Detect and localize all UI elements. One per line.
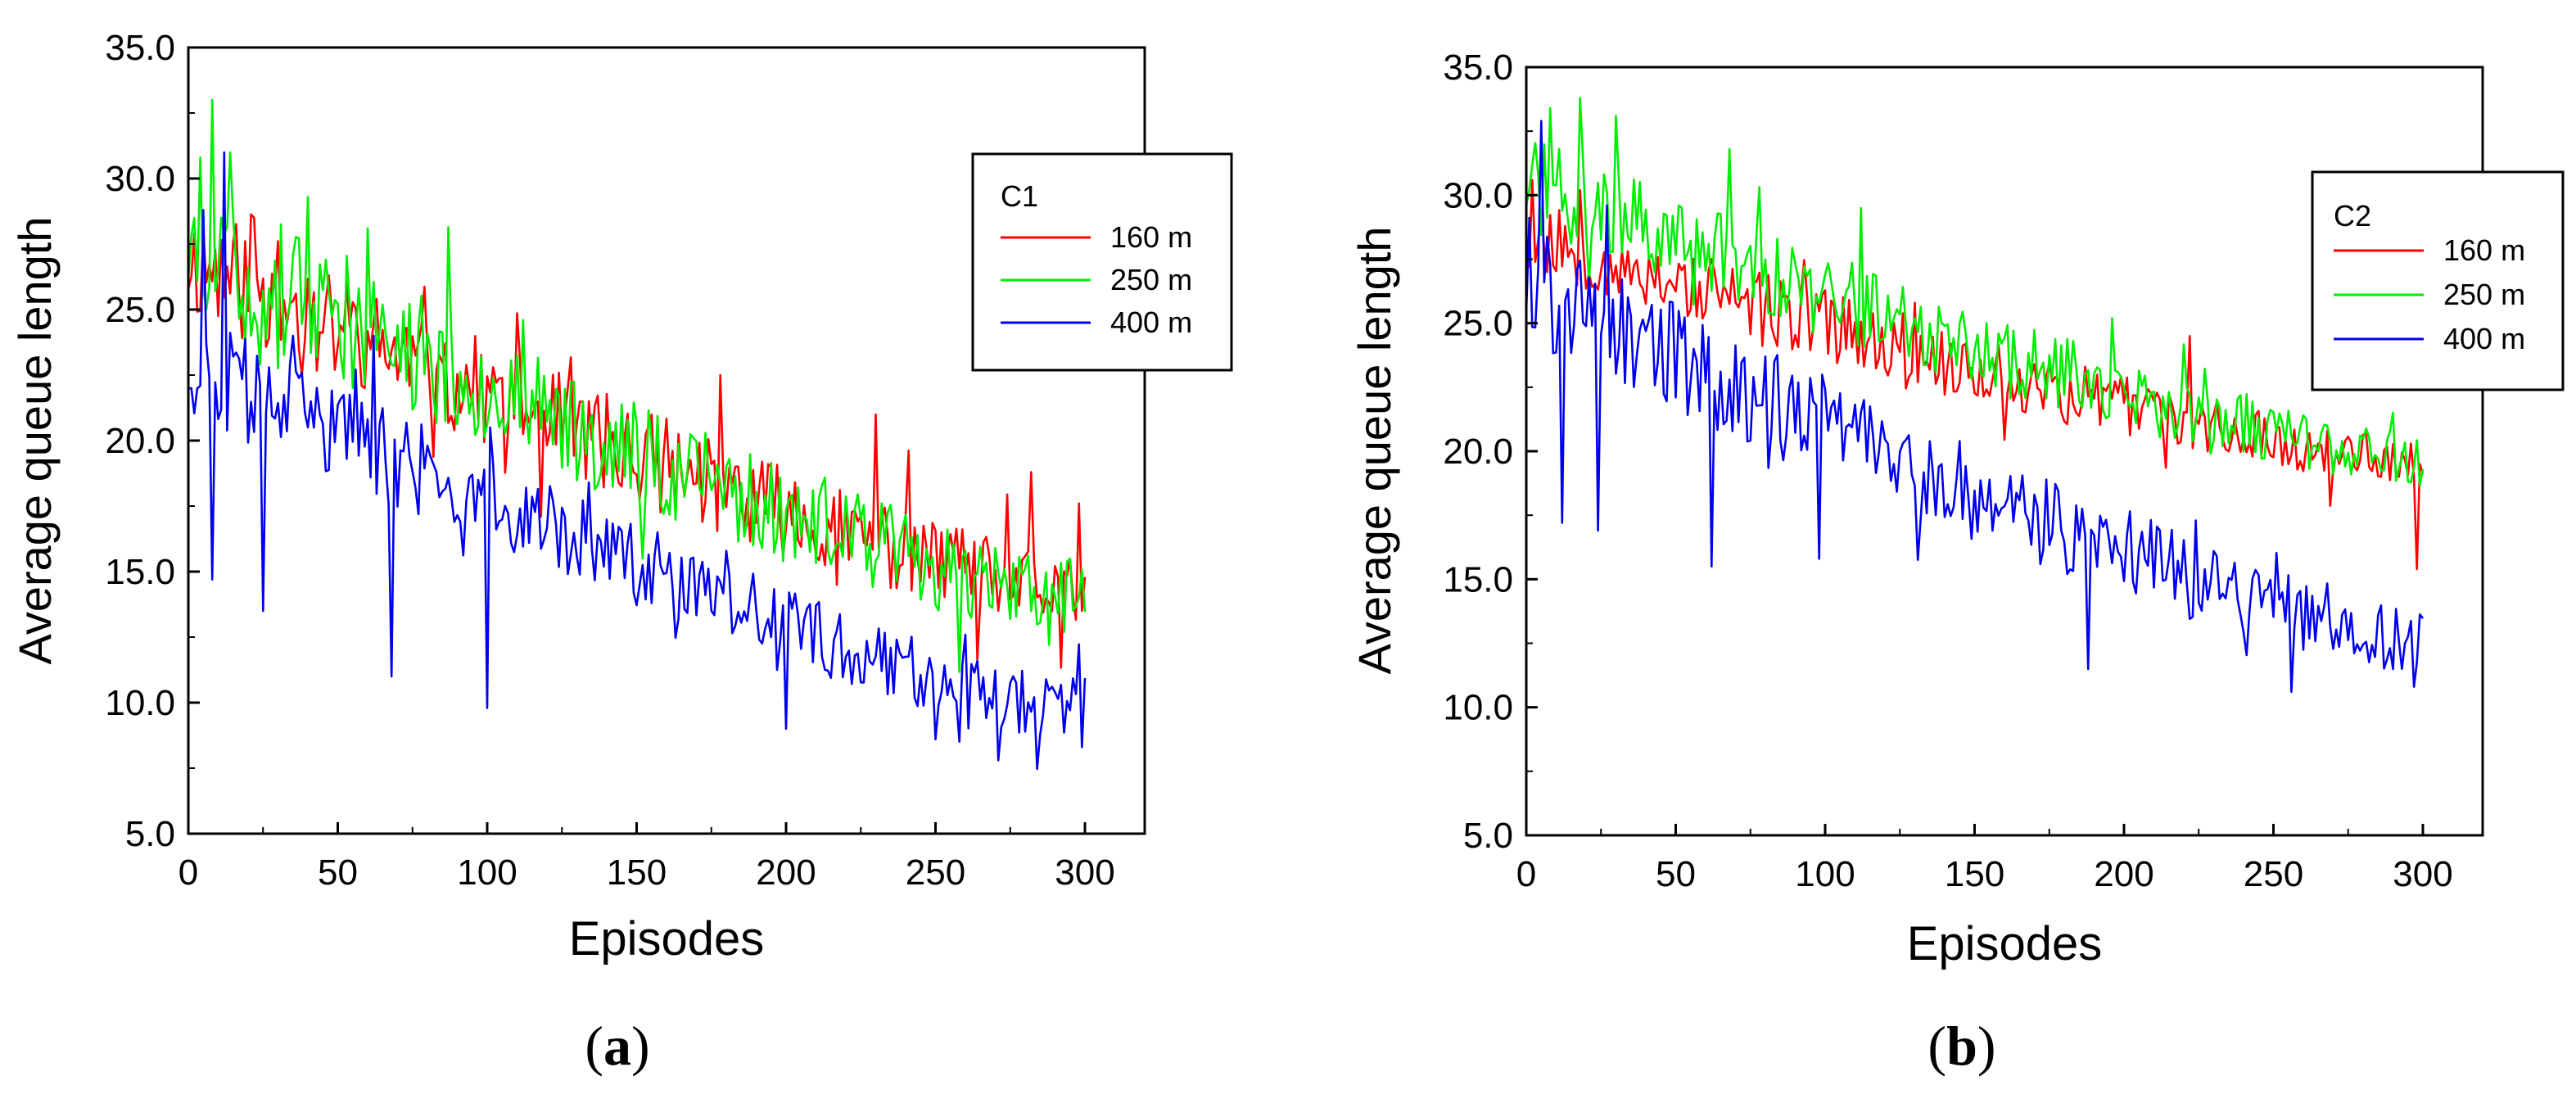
y-tick-label: 20.0 [105,421,175,461]
y-tick-label: 5.0 [125,814,175,854]
legend-title: C2 [2334,199,2371,233]
legend-box [971,152,1233,372]
y-tick-label: 35.0 [105,28,175,68]
x-tick-label: 250 [906,853,965,893]
y-tick-label: 15.0 [1443,559,1513,599]
caption-letter: b [1946,1015,1977,1077]
x-tick-label: 150 [1945,854,2004,894]
x-tick-label: 300 [2393,854,2452,894]
y-ticks: 5.0 10.0 15.0 20.0 25.0 30.0 35.0 [105,28,200,854]
x-tick-label: 50 [318,853,358,893]
y-axis-label: Average queue length [1349,227,1400,675]
caption: (a) [585,1015,649,1077]
x-tick-label: 250 [2244,854,2303,894]
x-ticks: 0 50 100 150 200 250 300 [1516,824,2453,894]
series-line-250m [1525,97,2425,486]
x-tick-label: 0 [1516,854,1536,894]
caption-open: ( [1927,1015,1946,1077]
legend-items: 160 m 250 m 400 m [1001,220,1192,339]
caption: (b) [1927,1015,1995,1077]
caption-open: ( [585,1015,603,1077]
y-tick-label: 10.0 [105,683,175,723]
series-line-250m [187,98,1087,673]
series-line-400m [1525,120,2425,694]
caption-close: ) [1977,1015,1996,1077]
y-tick-label: 10.0 [1443,688,1513,728]
y-tick-label: 5.0 [1463,816,1513,856]
series-line-160m [1525,179,2425,571]
y-tick-label: 30.0 [1443,175,1513,215]
legend-label: 250 m [2443,278,2525,311]
legend: C2 160 m 250 m 400 m [2311,170,2565,391]
legend-label: 160 m [2443,233,2525,267]
x-tick-label: 300 [1055,853,1114,893]
x-ticks: 0 50 100 150 200 250 300 [179,822,1115,893]
x-tick-label: 200 [756,853,816,893]
legend-label: 160 m [1110,220,1192,254]
legend-label: 400 m [1110,305,1192,339]
y-tick-label: 30.0 [105,159,175,199]
y-tick-label: 25.0 [105,290,175,330]
caption-close: ) [631,1015,650,1077]
y-axis-label: Average queue length [9,217,61,665]
legend: C1 160 m 250 m 400 m [971,152,1233,372]
series-layer [187,98,1087,771]
series-line-160m [187,213,1087,669]
legend-label: 250 m [1110,263,1192,296]
series-layer [1525,97,2425,694]
y-tick-label: 35.0 [1443,47,1513,88]
x-tick-label: 50 [1656,854,1696,894]
legend-title: C1 [1001,179,1038,213]
y-ticks: 5.0 10.0 15.0 20.0 25.0 30.0 35.0 [1443,47,1538,856]
x-tick-label: 200 [2094,854,2153,894]
x-tick-label: 150 [607,853,667,893]
x-axis-label: Episodes [569,912,765,966]
legend-box [2311,170,2565,391]
x-tick-label: 100 [1795,854,1855,894]
legend-items: 160 m 250 m 400 m [2334,233,2525,355]
x-tick-label: 100 [457,853,517,893]
caption-letter: a [603,1015,631,1077]
x-axis-label: Episodes [1907,917,2103,970]
series-line-400m [188,151,1087,771]
y-tick-label: 25.0 [1443,304,1513,344]
chart-a: 0 50 100 150 200 250 300 5.0 10.0 15.0 20.0 25.0 30… [9,28,1233,1077]
y-tick-label: 20.0 [1443,432,1513,472]
x-tick-label: 0 [179,853,198,893]
chart-b: 0 50 100 150 200 250 300 5.0 10.0 15.0 20.0 25.0 30… [1349,47,2565,1077]
y-tick-label: 15.0 [105,552,175,592]
legend-label: 400 m [2443,322,2525,355]
